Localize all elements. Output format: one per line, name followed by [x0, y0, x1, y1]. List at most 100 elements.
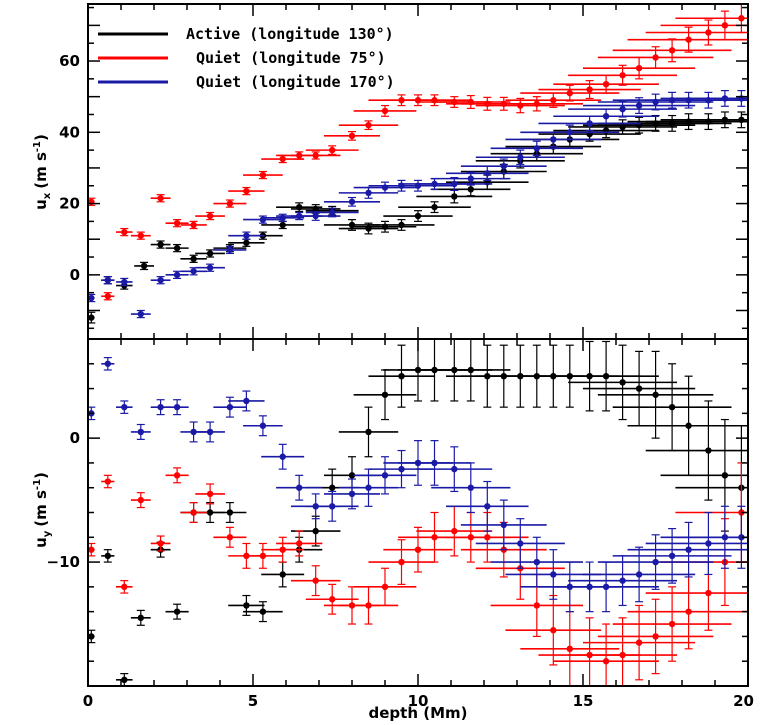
legend-label-quiet-170: Quiet (longitude 170°): [196, 73, 395, 91]
top-point-active-longitude-130-21: [416, 189, 493, 204]
top-point-active-longitude-130-7: [195, 249, 225, 258]
top-point-quiet-longitude-170-24: [460, 158, 547, 174]
bottom-point-active-longitude-130-16: [338, 406, 399, 458]
top-point-quiet-longitude-75-33: [597, 46, 714, 69]
top-point-quiet-longitude-170-14: [305, 207, 359, 218]
bottom-point-quiet-longitude-75-7: [195, 483, 225, 505]
bottom-panel: −10 0 0 5 10 15 20 uy(m s-1) depth (Mm): [32, 338, 754, 722]
bottom-point-active-longitude-130-38: [675, 425, 748, 551]
bottom-point-quiet-longitude-75-13: [290, 565, 341, 597]
legend-label-quiet-75: Quiet (longitude 75°): [196, 49, 386, 67]
top-point-quiet-longitude-75-7: [195, 211, 225, 221]
xtick-labels: 0 5 10 15 20: [83, 692, 754, 710]
bottom-point-quiet-longitude-170-10: [243, 415, 283, 437]
bottom-point-quiet-longitude-170-11: [261, 443, 305, 470]
top-point-quiet-longitude-75-37: [660, 10, 748, 41]
bottom-point-active-longitude-130-35: [627, 375, 748, 476]
top-point-active-longitude-130-5: [165, 243, 189, 253]
top-ytick-label: 60: [59, 52, 80, 70]
top-point-active-longitude-130-9: [228, 238, 265, 247]
top-point-quiet-longitude-170-22: [431, 171, 511, 186]
top-panel: 0 20 40 60 ux(m s-1) Active (longitude 130°…: [32, 3, 749, 340]
bottom-point-active-longitude-130-36: [645, 400, 748, 501]
top-point-quiet-longitude-75-16: [338, 120, 399, 131]
bottom-point-quiet-longitude-75-21: [416, 505, 493, 557]
bottom-point-quiet-longitude-170-15: [323, 478, 381, 510]
bottom-point-quiet-longitude-75-2: [116, 580, 133, 594]
bottom-point-quiet-longitude-170-25: [475, 518, 565, 569]
top-ticks: [87, 4, 749, 339]
top-point-active-longitude-130-38: [675, 111, 748, 129]
bottom-point-quiet-longitude-75-14: [305, 583, 359, 615]
top-point-active-longitude-130-3: [134, 261, 154, 271]
bottom-point-quiet-longitude-75-8: [213, 526, 247, 548]
top-point-quiet-longitude-170-26: [490, 140, 583, 157]
top-point-quiet-longitude-75-8: [213, 199, 247, 208]
bottom-point-quiet-longitude-170-1: [101, 356, 115, 371]
top-point-quiet-longitude-75-4: [150, 194, 171, 203]
top-point-quiet-longitude-75-15: [323, 130, 381, 141]
bottom-point-active-longitude-130-1: [101, 549, 115, 563]
top-point-active-longitude-130-18: [368, 219, 435, 231]
bottom-point-quiet-longitude-75-19: [383, 526, 453, 573]
top-point-quiet-longitude-75-38: [675, 3, 748, 34]
top-panel-frame: [87, 3, 749, 340]
bottom-point-quiet-longitude-170-9: [228, 390, 265, 412]
top-point-quiet-longitude-170-1: [101, 276, 115, 285]
top-point-quiet-longitude-75-2: [116, 227, 133, 237]
legend-entry-active: Active (longitude 130°): [98, 25, 394, 43]
top-point-quiet-longitude-170-28: [520, 124, 620, 141]
bottom-point-quiet-longitude-170-35: [627, 521, 748, 578]
bottom-point-quiet-longitude-75-10: [243, 542, 283, 569]
bottom-point-quiet-longitude-170-23: [446, 480, 529, 532]
bottom-point-quiet-longitude-170-22: [431, 462, 511, 514]
bottom-point-quiet-longitude-75-4: [150, 535, 171, 552]
top-ytick-label: 40: [59, 123, 80, 141]
bottom-point-active-longitude-130-11: [261, 561, 305, 588]
xtick-label: 0: [83, 692, 93, 710]
bottom-point-quiet-longitude-75-5: [165, 467, 189, 484]
bottom-point-active-longitude-130-33: [597, 350, 714, 439]
bottom-point-quiet-longitude-170-12: [276, 474, 323, 501]
top-point-quiet-longitude-170-2: [116, 277, 133, 287]
bottom-point-quiet-longitude-75-17: [353, 567, 417, 607]
bottom-point-active-longitude-130-17: [353, 369, 417, 421]
bottom-point-quiet-longitude-75-3: [130, 492, 151, 509]
xtick-label: 5: [248, 692, 258, 710]
top-point-quiet-longitude-75-34: [612, 38, 732, 63]
bottom-ytick-label: 0: [70, 429, 80, 447]
legend-label-active: Active (longitude 130°): [186, 25, 394, 43]
top-point-quiet-longitude-75-5: [165, 219, 189, 228]
bottom-point-quiet-longitude-75-12: [276, 530, 323, 557]
bottom-point-quiet-longitude-75-33: [597, 598, 714, 675]
xtick-label: 10: [408, 692, 429, 710]
top-point-quiet-longitude-75-3: [130, 231, 151, 240]
bottom-point-quiet-longitude-170-5: [165, 399, 189, 416]
top-point-quiet-longitude-170-21: [416, 176, 493, 191]
bottom-point-quiet-longitude-75-35: [627, 573, 748, 650]
bottom-point-quiet-longitude-170-3: [130, 423, 151, 440]
bottom-point-quiet-longitude-75-18: [368, 539, 435, 585]
bottom-point-active-longitude-130-30: [553, 340, 659, 412]
top-point-quiet-longitude-75-9: [228, 186, 265, 196]
bottom-point-active-longitude-130-18: [368, 344, 435, 408]
bottom-point-quiet-longitude-75-31: [568, 617, 678, 687]
bottom-point-quiet-longitude-170-30: [553, 561, 659, 613]
top-point-quiet-longitude-75-14: [305, 145, 359, 155]
xtick-label: 20: [733, 692, 754, 710]
top-ytick-label: 0: [70, 266, 80, 284]
top-point-active-longitude-130-6: [180, 254, 207, 263]
bottom-point-active-longitude-130-2: [116, 673, 133, 687]
bottom-point-quiet-longitude-170-21: [416, 446, 493, 493]
top-point-quiet-longitude-170-8: [213, 245, 247, 255]
top-point-quiet-longitude-75-29: [538, 80, 641, 100]
top-point-quiet-longitude-75-26: [490, 96, 583, 112]
bottom-point-active-longitude-130-8: [213, 501, 247, 524]
bottom-point-active-longitude-130-22: [431, 338, 511, 402]
top-point-active-longitude-130-11: [261, 220, 305, 230]
legend: Active (longitude 130°) Quiet (longitude…: [98, 25, 395, 91]
top-point-quiet-longitude-75-22: [431, 94, 511, 110]
xtick-label: 15: [573, 692, 594, 710]
top-point-quiet-longitude-170-29: [538, 115, 641, 132]
